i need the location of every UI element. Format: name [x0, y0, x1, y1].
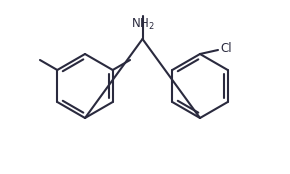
Text: Cl: Cl	[220, 42, 232, 56]
Text: NH$_2$: NH$_2$	[130, 17, 154, 32]
